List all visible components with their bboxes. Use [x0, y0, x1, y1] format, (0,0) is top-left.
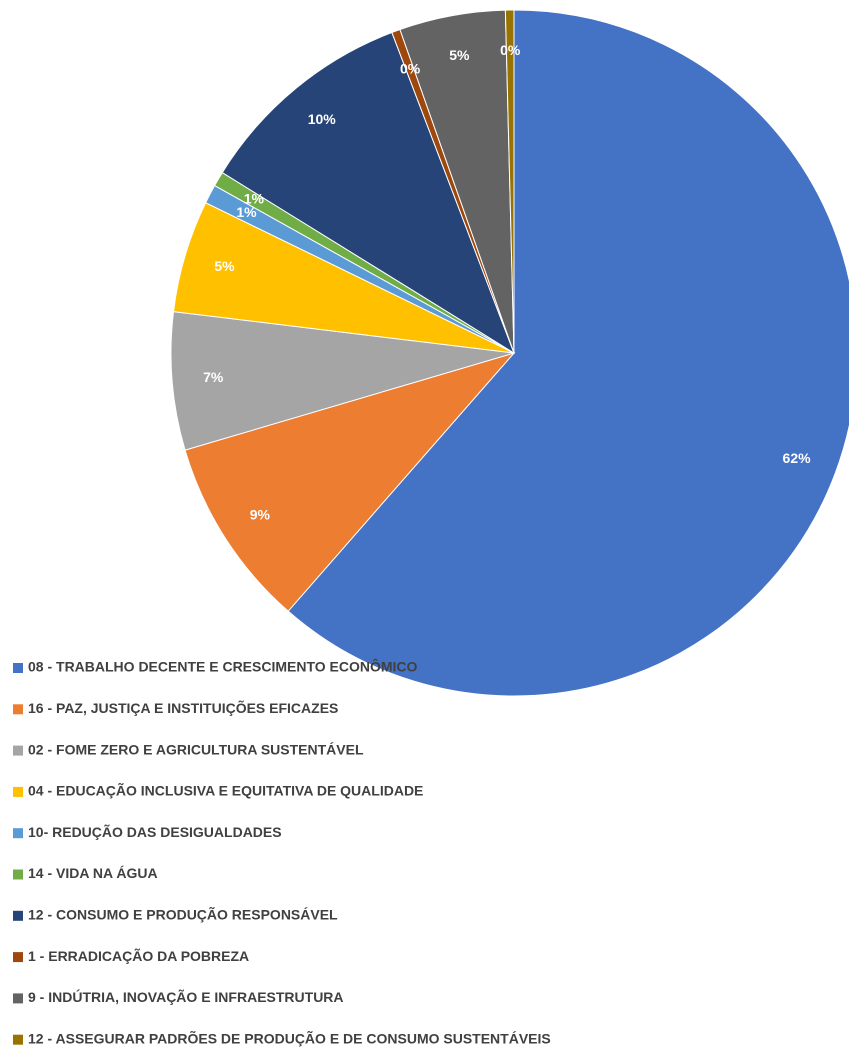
pie-slice	[287, 9, 849, 697]
legend-swatch	[13, 1034, 23, 1045]
legend-swatch	[13, 910, 23, 921]
legend-label: 9 - INDÚTRIA, INOVAÇÃO E INFRAESTRUTURA	[28, 988, 344, 1005]
legend-label: 04 - EDUCAÇÃO INCLUSIVA E EQUITATIVA DE …	[28, 782, 423, 799]
legend-label: 12 - ASSEGURAR PADRÕES DE PRODUÇÃO E DE …	[28, 1029, 551, 1046]
data-label: 10%	[308, 111, 337, 127]
data-label: 5%	[449, 47, 470, 63]
legend-swatch	[13, 828, 23, 839]
data-label: 5%	[214, 258, 235, 274]
legend-swatch	[13, 993, 23, 1004]
legend-swatch	[13, 704, 23, 715]
legend-label: 10- REDUÇÃO DAS DESIGUALDADES	[28, 823, 282, 840]
pie-slice	[184, 352, 516, 612]
pie-slice	[221, 31, 515, 355]
legend-swatch	[13, 952, 23, 963]
data-label: 7%	[203, 369, 224, 385]
legend-label: 02 - FOME ZERO E AGRICULTURA SUSTENTÁVEL	[28, 741, 364, 757]
legend-swatch	[13, 663, 23, 673]
data-label: 1%	[236, 204, 257, 220]
pie-slice	[170, 311, 515, 451]
legend-label: 16 - PAZ, JUSTIÇA E INSTITUIÇÕES EFICAZE…	[28, 699, 338, 716]
data-label: 62%	[783, 450, 812, 466]
pie-slice	[504, 9, 515, 354]
legend-label: 1 - ERRADICAÇÃO DA POBREZA	[28, 947, 249, 964]
legend-label: 12 - CONSUMO E PRODUÇÃO RESPONSÁVEL	[28, 906, 338, 923]
legend-swatch	[13, 869, 23, 880]
data-label: 0%	[400, 60, 421, 76]
legend-swatch	[13, 786, 23, 797]
legend-label: 14 - VIDA NA ÁGUA	[28, 865, 158, 881]
legend-swatch	[13, 745, 23, 756]
data-label: 1%	[244, 191, 265, 207]
data-label: 9%	[250, 506, 271, 522]
data-label: 0%	[500, 42, 521, 58]
legend-label: 08 - TRABALHO DECENTE E CRESCIMENTO ECON…	[28, 658, 418, 675]
